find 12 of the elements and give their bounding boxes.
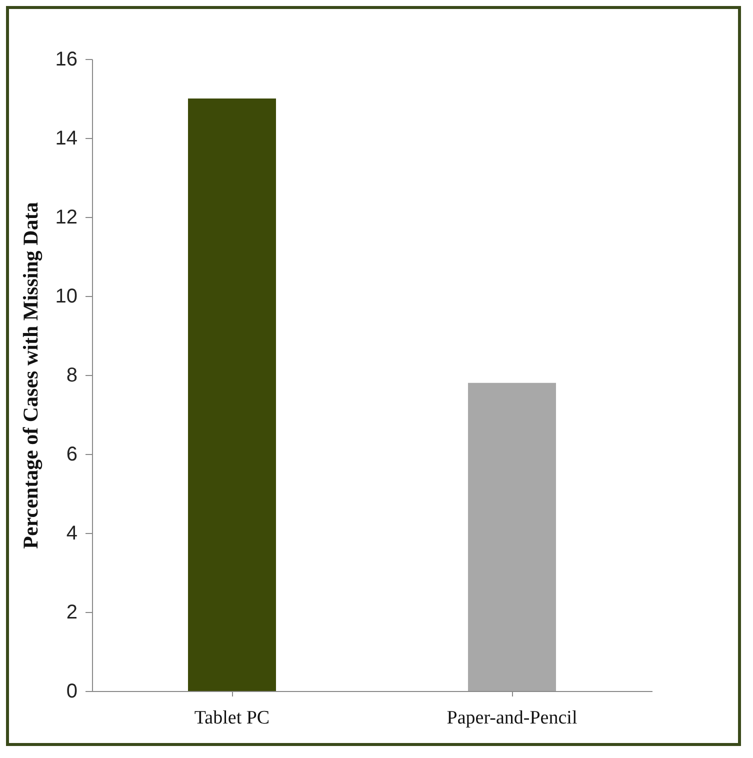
y-tick-label: 12: [55, 206, 78, 228]
y-tick-label: 2: [66, 602, 78, 624]
y-tick-label: 6: [66, 444, 78, 466]
y-tick-label: 0: [66, 680, 78, 702]
x-tick-label: Tablet PC: [194, 708, 270, 728]
y-tick-label: 8: [66, 364, 78, 386]
y-tick-label: 4: [66, 522, 78, 544]
x-tick-label: Paper-and-Pencil: [446, 708, 578, 728]
y-tick-label: 10: [55, 286, 78, 308]
y-tick-label: 16: [55, 48, 78, 70]
y-axis-title: Percentage of Cases with Missing Data: [18, 202, 42, 549]
y-tick-label: 14: [55, 128, 78, 150]
